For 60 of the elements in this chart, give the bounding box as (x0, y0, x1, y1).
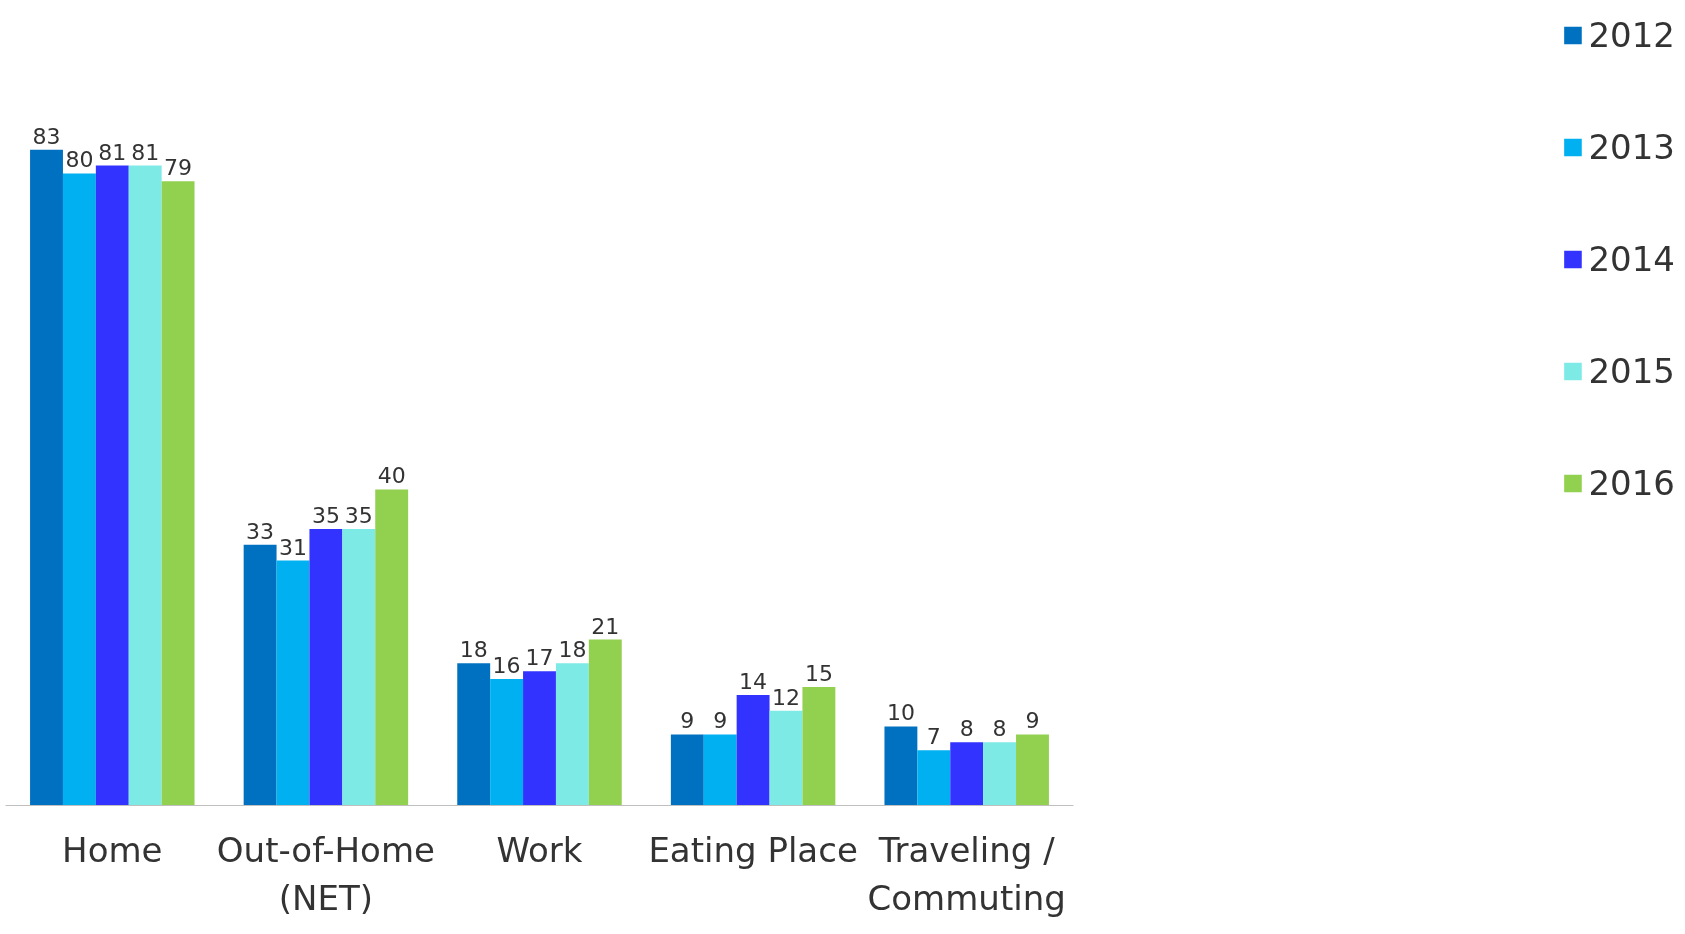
bar (588, 639, 622, 806)
x-tick-label: Work (496, 829, 583, 870)
data-label: 40 (377, 463, 406, 489)
bar (30, 149, 63, 806)
bar (736, 694, 770, 806)
data-label: 8 (959, 716, 974, 742)
legend-label: 2013 (1588, 127, 1675, 167)
bar (917, 750, 951, 806)
bar (161, 181, 195, 806)
data-label: 9 (713, 708, 728, 734)
data-label: 81 (131, 139, 160, 165)
bar (95, 165, 129, 806)
bar (276, 560, 310, 806)
bar (309, 528, 343, 806)
bar (128, 165, 162, 806)
data-label: 35 (344, 502, 373, 528)
bar (490, 679, 524, 806)
bar (457, 663, 491, 806)
bar (62, 173, 96, 806)
bar (670, 734, 704, 806)
bar (555, 663, 589, 806)
bar (950, 742, 984, 806)
bar (802, 686, 836, 806)
x-tick-label: Home (62, 829, 163, 870)
bar (884, 726, 918, 806)
data-label: 17 (525, 645, 554, 671)
bar (375, 489, 409, 806)
data-label: 35 (311, 502, 340, 528)
data-label: 9 (1025, 708, 1040, 734)
legend-label: 2014 (1588, 239, 1675, 279)
data-label: 21 (591, 613, 620, 639)
x-tick-label: Eating Place (648, 829, 858, 870)
data-label: 18 (558, 637, 587, 663)
data-label: 81 (98, 139, 127, 165)
bar (769, 710, 803, 806)
data-label: 9 (680, 708, 695, 734)
data-label: 80 (65, 147, 94, 173)
legend-label: 2016 (1588, 463, 1675, 503)
bar (1016, 734, 1049, 806)
x-tick-label: Out-of-Home (NET) (216, 829, 435, 918)
x-tick-label: Traveling / Commuting (867, 829, 1066, 918)
bar (983, 742, 1017, 806)
data-label: 8 (992, 716, 1007, 742)
legend-label: 2012 (1588, 15, 1675, 55)
bar (523, 671, 556, 806)
data-label: 16 (492, 653, 521, 679)
data-label: 83 (32, 123, 61, 149)
data-label: 10 (886, 700, 915, 726)
data-label: 14 (739, 668, 768, 694)
data-label: 18 (459, 637, 488, 663)
data-label: 31 (279, 534, 308, 560)
bar (703, 734, 737, 806)
bar (342, 528, 376, 806)
bar (243, 544, 277, 806)
data-label: 33 (246, 518, 275, 544)
data-label: 12 (772, 684, 800, 710)
legend-label: 2015 (1588, 351, 1675, 391)
data-label: 79 (164, 155, 193, 181)
data-label: 15 (804, 660, 833, 686)
data-label: 7 (926, 724, 941, 750)
